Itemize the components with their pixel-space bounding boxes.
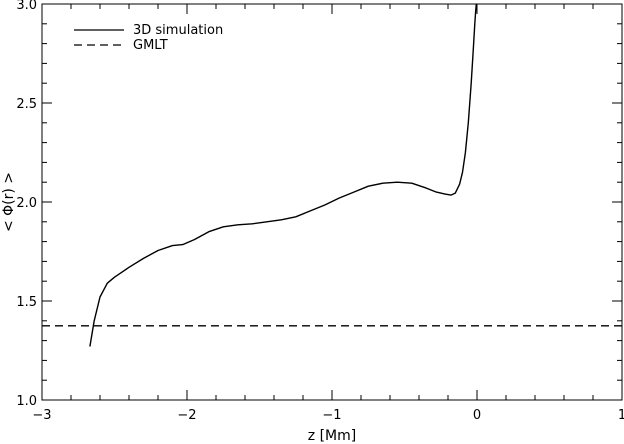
y-tick-label: 2.5: [16, 97, 37, 112]
y-tick-label: 1.5: [16, 295, 37, 310]
y-tick-label: 1.0: [16, 394, 37, 409]
x-tick-label: 1: [618, 408, 624, 423]
y-tick-label: 3.0: [16, 0, 37, 13]
y-tick-label: 2.0: [16, 196, 37, 211]
ticks-layer: −3 −2 −1 0 1 1.0 1.5 2.0 2.5 3.0: [16, 0, 624, 423]
x-tick-label: −3: [32, 408, 51, 423]
y-axis-title: < Φ(r) >: [1, 172, 17, 232]
series-line-3d-simulation: [89, 3, 477, 347]
series-layer: [42, 3, 622, 347]
x-axis-title: z [Mm]: [308, 428, 356, 444]
x-tick-label: −1: [322, 408, 341, 423]
legend-label-gmlt: GMLT: [133, 38, 168, 53]
legend-label-3d-simulation: 3D simulation: [133, 23, 223, 38]
x-tick-label: −2: [177, 408, 196, 423]
x-tick-label: 0: [473, 408, 481, 423]
legend: 3D simulation GMLT: [74, 23, 223, 53]
